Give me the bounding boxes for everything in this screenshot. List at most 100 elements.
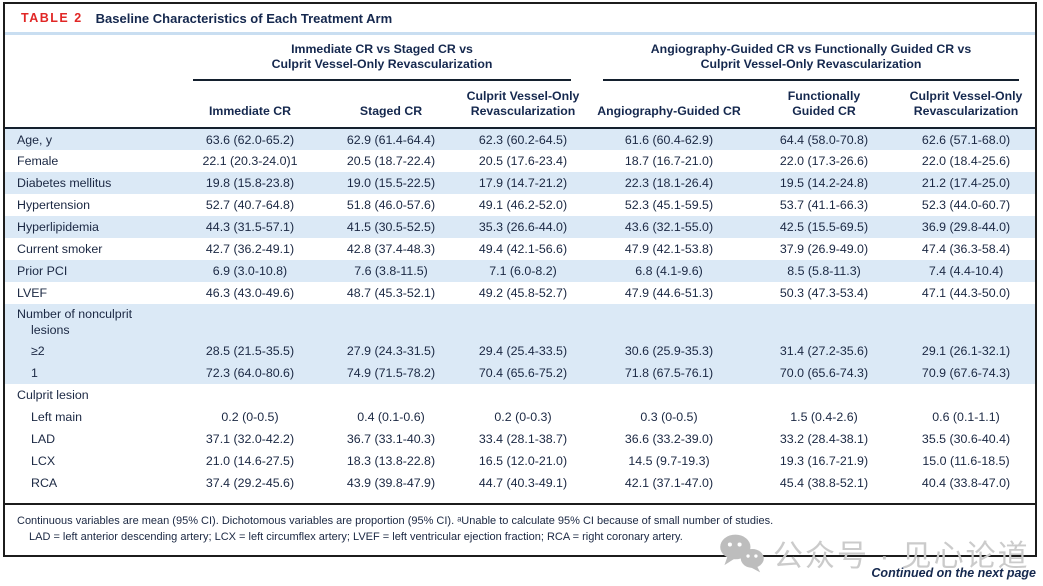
- cell-value: 0.4 (0.1-0.6): [323, 406, 459, 428]
- table-row: LVEF 46.3 (43.0-49.6) 48.7 (45.3-52.1) 49.2…: [5, 282, 1036, 304]
- cell-value: 33.2 (28.4-38.1): [751, 428, 897, 450]
- cell-value: 64.4 (58.0-70.8): [751, 128, 897, 150]
- table-row: Hypertension 52.7 (40.7-64.8) 51.8 (46.0-5…: [5, 194, 1036, 216]
- column-header-line: Guided CR: [792, 104, 856, 118]
- cell-value: 47.9 (44.6-51.3): [587, 282, 751, 304]
- row-label: LAD: [5, 428, 177, 450]
- cell-value: 22.0 (17.3-26.6): [751, 150, 897, 172]
- cell-value: 62.3 (60.2-64.5): [459, 128, 587, 150]
- group-header-line: Immediate CR vs Staged CR vs: [291, 42, 473, 56]
- column-header-line: Revascularization: [470, 104, 576, 118]
- table-row: Hyperlipidemia 44.3 (31.5-57.1) 41.5 (30.5…: [5, 216, 1036, 238]
- row-label: Age, y: [5, 128, 177, 150]
- cell-value: 70.9 (67.6-74.3): [897, 362, 1036, 384]
- cell-value: 21.2 (17.4-25.0): [897, 172, 1036, 194]
- footnote-line-1: Continuous variables are mean (95% CI). …: [17, 515, 774, 527]
- column-header: Staged CR: [323, 81, 459, 129]
- table-row: Diabetes mellitus 19.8 (15.8-23.8) 19.0 (1…: [5, 172, 1036, 194]
- cell-value: 42.7 (36.2-49.1): [177, 238, 323, 260]
- row-label: Diabetes mellitus: [5, 172, 177, 194]
- cell-value: 29.1 (26.1-32.1): [897, 340, 1036, 362]
- cell-value: 7.1 (6.0-8.2): [459, 260, 587, 282]
- cell-value: 29.4 (25.4-33.5): [459, 340, 587, 362]
- table-row: Female 22.1 (20.3-24.0)1 20.5 (18.7-22.4) 2…: [5, 150, 1036, 172]
- cell-value: 43.9 (39.8-47.9): [323, 472, 459, 494]
- cell-value: 30.6 (25.9-35.3): [587, 340, 751, 362]
- cell-value: 20.5 (18.7-22.4): [323, 150, 459, 172]
- table-row: ≥2 28.5 (21.5-35.5) 27.9 (24.3-31.5) 29.4 (…: [5, 340, 1036, 362]
- cell-value: 42.1 (37.1-47.0): [587, 472, 751, 494]
- cell-value: 19.3 (16.7-21.9): [751, 450, 897, 472]
- cell-value: 48.7 (45.3-52.1): [323, 282, 459, 304]
- cell-value: 28.5 (21.5-35.5): [177, 340, 323, 362]
- cell-value: 36.7 (33.1-40.3): [323, 428, 459, 450]
- group-header-underline: Angiography-Guided CR vs Functionally Gu…: [603, 42, 1020, 81]
- table-row: LAD 37.1 (32.0-42.2) 36.7 (33.1-40.3) 33.4 …: [5, 428, 1036, 450]
- cell-value: 37.9 (26.9-49.0): [751, 238, 897, 260]
- cell-value: [587, 384, 751, 406]
- table-row: Prior PCI 6.9 (3.0-10.8) 7.6 (3.8-11.5) 7.1…: [5, 260, 1036, 282]
- cell-value: 35.3 (26.6-44.0): [459, 216, 587, 238]
- column-header-line: Angiography-Guided CR: [597, 104, 741, 118]
- table-row: Number of nonculprit lesions: [5, 304, 1036, 340]
- column-header-line: Revascularization: [913, 104, 1019, 118]
- cell-value: 43.6 (32.1-55.0): [587, 216, 751, 238]
- row-label: RCA: [5, 472, 177, 494]
- table-row: Age, y 63.6 (62.0-65.2) 62.9 (61.4-64.4) 62…: [5, 128, 1036, 150]
- table-row: Culprit lesion: [5, 384, 1036, 406]
- column-header: Immediate CR: [177, 81, 323, 129]
- cell-value: 40.4 (33.8-47.0): [897, 472, 1036, 494]
- cell-value: [751, 384, 897, 406]
- cell-value: [587, 304, 751, 340]
- column-header-line: Culprit Vessel-Only: [466, 89, 580, 103]
- cell-value: 61.6 (60.4-62.9): [587, 128, 751, 150]
- cell-value: 51.8 (46.0-57.6): [323, 194, 459, 216]
- cell-value: 49.1 (46.2-52.0): [459, 194, 587, 216]
- cell-value: 62.9 (61.4-64.4): [323, 128, 459, 150]
- cell-value: 14.5 (9.7-19.3): [587, 450, 751, 472]
- cell-value: 0.2 (0-0.5): [177, 406, 323, 428]
- corner-cell: [5, 35, 177, 129]
- comparison-group-header: Angiography-Guided CR vs Functionally Gu…: [587, 35, 1035, 81]
- cell-value: 70.0 (65.6-74.3): [751, 362, 897, 384]
- cell-value: 15.0 (11.6-18.5): [897, 450, 1036, 472]
- table-row: 1 72.3 (64.0-80.6) 74.9 (71.5-78.2) 70.4 (6…: [5, 362, 1036, 384]
- cell-value: 72.3 (64.0-80.6): [177, 362, 323, 384]
- column-header: Culprit Vessel-Only Revascularization: [459, 81, 587, 129]
- cell-value: 52.7 (40.7-64.8): [177, 194, 323, 216]
- cell-value: [459, 384, 587, 406]
- baseline-characteristics-table: Immediate CR vs Staged CR vs Culprit Vess…: [5, 35, 1036, 494]
- cell-value: 42.8 (37.4-48.3): [323, 238, 459, 260]
- cell-value: 49.2 (45.8-52.7): [459, 282, 587, 304]
- column-header-line: Functionally: [787, 89, 861, 103]
- cell-value: 36.9 (29.8-44.0): [897, 216, 1036, 238]
- row-label: Prior PCI: [5, 260, 177, 282]
- cell-value: 47.4 (36.3-58.4): [897, 238, 1036, 260]
- cell-value: 63.6 (62.0-65.2): [177, 128, 323, 150]
- cell-value: 27.9 (24.3-31.5): [323, 340, 459, 362]
- cell-value: 44.7 (40.3-49.1): [459, 472, 587, 494]
- cell-value: 53.7 (41.1-66.3): [751, 194, 897, 216]
- cell-value: 16.5 (12.0-21.0): [459, 450, 587, 472]
- cell-value: 31.4 (27.2-35.6): [751, 340, 897, 362]
- cell-value: 19.5 (14.2-24.8): [751, 172, 897, 194]
- cell-value: 37.1 (32.0-42.2): [177, 428, 323, 450]
- row-label: ≥2: [5, 340, 177, 362]
- column-header-line: Culprit Vessel-Only: [909, 89, 1023, 103]
- cell-value: 6.8 (4.1-9.6): [587, 260, 751, 282]
- cell-value: 62.6 (57.1-68.0): [897, 128, 1036, 150]
- table-row: Current smoker 42.7 (36.2-49.1) 42.8 (37.4…: [5, 238, 1036, 260]
- cell-value: 50.3 (47.3-53.4): [751, 282, 897, 304]
- row-label: Number of nonculprit lesions: [5, 304, 177, 340]
- cell-value: 71.8 (67.5-76.1): [587, 362, 751, 384]
- cell-value: 7.4 (4.4-10.4): [897, 260, 1036, 282]
- column-header: Culprit Vessel-Only Revascularization: [897, 81, 1036, 129]
- cell-value: 17.9 (14.7-21.2): [459, 172, 587, 194]
- cell-value: 44.3 (31.5-57.1): [177, 216, 323, 238]
- row-label: Left main: [5, 406, 177, 428]
- cell-value: 7.6 (3.8-11.5): [323, 260, 459, 282]
- cell-value: 52.3 (44.0-60.7): [897, 194, 1036, 216]
- cell-value: 22.1 (20.3-24.0)1: [177, 150, 323, 172]
- row-label: LVEF: [5, 282, 177, 304]
